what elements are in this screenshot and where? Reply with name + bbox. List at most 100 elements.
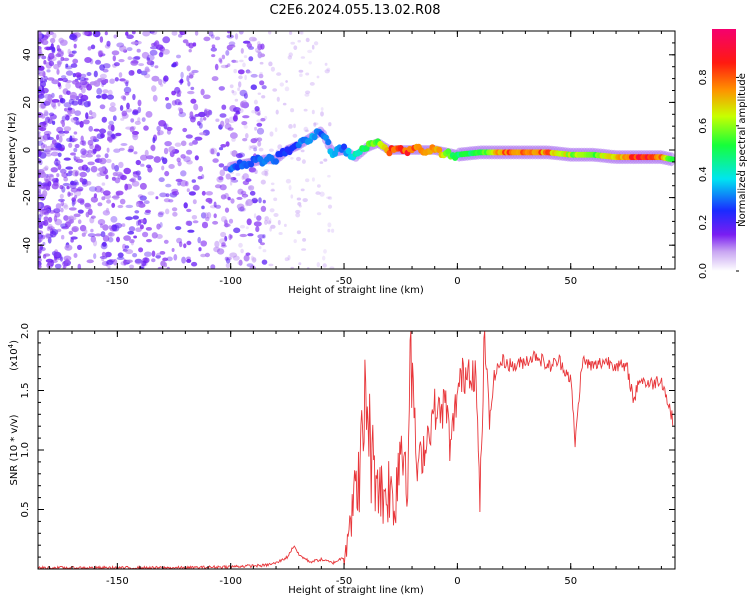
noise-blob bbox=[188, 74, 194, 79]
snr-ticks: -150 -100 -50 0 50 0.5 1.0 1.5 2.0 bbox=[20, 323, 675, 587]
noise-blob bbox=[245, 200, 249, 207]
noise-blob bbox=[288, 52, 293, 57]
noise-blob bbox=[224, 235, 228, 242]
noise-blob bbox=[191, 179, 196, 183]
noise-blob bbox=[48, 226, 55, 231]
noise-blob bbox=[64, 107, 68, 112]
noise-blob bbox=[249, 190, 256, 196]
noise-blob bbox=[109, 78, 115, 84]
colorbar-gradient bbox=[712, 29, 736, 271]
noise-blob bbox=[40, 113, 46, 119]
snr-y-tick-label: 1.0 bbox=[20, 442, 31, 458]
noise-blob bbox=[327, 174, 331, 178]
noise-blob bbox=[59, 98, 66, 104]
noise-blob bbox=[135, 201, 140, 208]
noise-blob bbox=[257, 112, 261, 116]
noise-blob bbox=[38, 249, 42, 254]
noise-blob bbox=[38, 150, 42, 157]
noise-blob bbox=[242, 173, 249, 180]
noise-blob bbox=[229, 180, 233, 186]
noise-blob bbox=[65, 82, 71, 90]
noise-blob bbox=[152, 137, 156, 144]
noise-blob bbox=[298, 69, 304, 73]
noise-blob bbox=[143, 200, 150, 205]
noise-blob bbox=[248, 186, 251, 189]
noise-blob bbox=[227, 196, 231, 201]
noise-blob bbox=[46, 31, 54, 36]
noise-blob bbox=[77, 98, 83, 106]
noise-blob bbox=[180, 78, 184, 84]
noise-blob bbox=[132, 131, 139, 135]
noise-blob bbox=[221, 54, 226, 60]
noise-blob bbox=[131, 60, 139, 64]
noise-blob bbox=[230, 198, 235, 204]
noise-blob bbox=[38, 238, 42, 243]
noise-blob bbox=[240, 101, 245, 108]
noise-blob bbox=[87, 149, 93, 155]
noise-blob bbox=[87, 46, 92, 51]
noise-blob bbox=[60, 207, 64, 213]
noise-blob bbox=[162, 77, 167, 84]
noise-blob bbox=[201, 221, 209, 229]
noise-blob bbox=[177, 181, 181, 186]
noise-blob bbox=[162, 123, 169, 129]
noise-blob bbox=[134, 258, 143, 264]
noise-blob bbox=[180, 154, 186, 159]
noise-blob bbox=[129, 178, 135, 182]
noise-blob bbox=[322, 263, 327, 268]
noise-blob bbox=[163, 75, 169, 82]
noise-blob bbox=[137, 194, 144, 199]
snr-y-tick-label: 0.5 bbox=[20, 502, 31, 518]
noise-blob bbox=[137, 106, 142, 114]
ridge-point bbox=[341, 143, 347, 150]
noise-blob bbox=[247, 233, 254, 237]
colorbar-tick-label: 0.6 bbox=[698, 118, 709, 134]
noise-blob bbox=[61, 120, 65, 128]
noise-blob bbox=[145, 227, 152, 231]
noise-blob bbox=[202, 94, 211, 100]
noise-blob bbox=[92, 239, 98, 247]
noise-blob bbox=[238, 75, 243, 80]
noise-blob bbox=[125, 204, 134, 209]
ridge-point bbox=[445, 148, 452, 155]
noise-blob bbox=[296, 230, 301, 235]
noise-blob bbox=[230, 150, 233, 155]
noise-blob bbox=[224, 118, 230, 125]
noise-blob bbox=[100, 242, 108, 250]
noise-blob bbox=[180, 140, 187, 147]
noise-blob bbox=[225, 141, 230, 147]
noise-blob bbox=[233, 113, 238, 120]
noise-blob bbox=[229, 176, 234, 182]
noise-blob bbox=[182, 39, 189, 44]
noise-blob bbox=[227, 31, 231, 34]
noise-blob bbox=[127, 231, 135, 235]
noise-blob bbox=[66, 90, 71, 96]
noise-blob bbox=[93, 193, 97, 199]
noise-blob bbox=[171, 64, 175, 68]
noise-blob bbox=[211, 54, 216, 58]
noise-blob bbox=[268, 148, 274, 152]
noise-blob bbox=[139, 195, 147, 201]
noise-blob bbox=[192, 199, 197, 205]
noise-blob bbox=[168, 164, 175, 169]
ridge-point bbox=[311, 133, 318, 141]
noise-blob bbox=[129, 126, 135, 133]
noise-blob bbox=[104, 153, 109, 159]
noise-blob bbox=[163, 198, 171, 203]
noise-blob bbox=[203, 107, 208, 115]
noise-blob bbox=[97, 167, 106, 172]
noise-blob bbox=[229, 84, 234, 89]
noise-blob bbox=[194, 136, 203, 141]
noise-blob bbox=[252, 38, 258, 42]
noise-blob bbox=[73, 190, 82, 197]
noise-blob bbox=[192, 140, 198, 145]
noise-blob bbox=[79, 79, 86, 85]
noise-blob bbox=[91, 111, 97, 119]
noise-blob bbox=[260, 179, 266, 185]
noise-blob bbox=[84, 57, 92, 63]
noise-blob bbox=[53, 215, 58, 222]
noise-blob bbox=[57, 152, 62, 158]
snr-x-tick-label: -100 bbox=[219, 576, 242, 587]
noise-blob bbox=[186, 256, 191, 261]
noise-blob bbox=[120, 143, 128, 146]
